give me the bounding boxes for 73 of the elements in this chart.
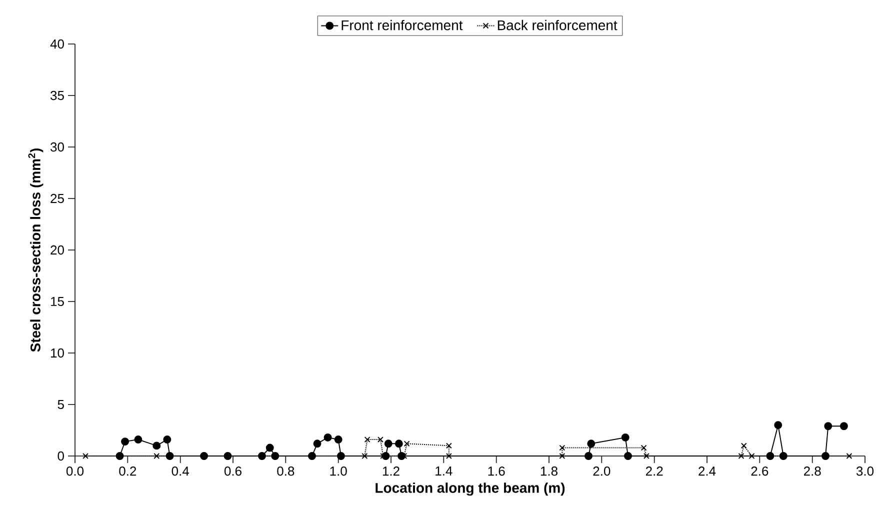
point (116, 452, 124, 460)
point (766, 452, 774, 460)
point (824, 422, 832, 430)
point (308, 452, 316, 460)
x-tick-label: 1.6 (488, 466, 505, 476)
point (738, 453, 744, 459)
y-axis-title: Steel cross-section loss (mm$^{2}$) (28, 148, 44, 352)
point (266, 444, 274, 452)
point (621, 433, 630, 442)
point (740, 442, 747, 449)
point (584, 452, 592, 460)
point (559, 444, 566, 451)
point (624, 452, 632, 460)
point (394, 440, 403, 448)
point (134, 436, 142, 444)
point (362, 453, 368, 459)
point (559, 453, 566, 459)
legend-label: Front reinforcement (342, 20, 463, 30)
x-tick-label: 3.0 (856, 466, 874, 476)
point (334, 436, 342, 444)
point (258, 452, 266, 460)
point (446, 442, 452, 449)
point (640, 444, 647, 451)
x-tick-label: 2.2 (646, 466, 663, 476)
y-tick-label: 35 (50, 90, 64, 100)
point (364, 436, 370, 442)
x-tick-label: 2.4 (698, 466, 716, 476)
y-tick-label: 25 (50, 194, 64, 204)
point (163, 436, 172, 444)
y-tick-label: 40 (50, 39, 64, 49)
x-tick-label: 2.8 (804, 466, 821, 476)
x-tick-label: 0.0 (66, 466, 84, 476)
point (840, 422, 848, 430)
point (313, 440, 322, 448)
x-tick-label: 1.0 (330, 466, 347, 476)
point (152, 442, 161, 450)
point (378, 436, 384, 442)
x-tick-label: 1.8 (540, 466, 558, 476)
point (846, 453, 852, 459)
point (336, 452, 345, 460)
y-tick-label: 30 (50, 142, 64, 152)
y-tick-label: 10 (51, 348, 64, 358)
y-tick-label: 0 (58, 451, 64, 461)
point (643, 453, 650, 459)
point (82, 453, 88, 459)
point (779, 452, 788, 460)
x-tick-label: 1.4 (436, 466, 452, 476)
x-tick-label: 0.6 (224, 466, 242, 476)
point (224, 452, 232, 460)
x-tick-label: 0.8 (277, 466, 294, 476)
point (587, 440, 596, 448)
y-tick-label: 15 (51, 296, 64, 306)
x-tick-label: 0.4 (172, 466, 189, 476)
y-tick-label: 20 (50, 245, 64, 255)
point (774, 421, 782, 430)
legend-label: Back reinforcement (498, 20, 618, 30)
point (121, 438, 130, 446)
x-tick-label: 0.2 (119, 466, 136, 476)
point (446, 453, 452, 459)
x-tick-label: 2.6 (751, 466, 768, 476)
point (748, 453, 755, 459)
point (154, 453, 160, 459)
point (384, 440, 392, 448)
point (271, 452, 280, 460)
y-tick-label: 5 (58, 400, 64, 410)
point (200, 452, 208, 460)
x-tick-label: 2.0 (593, 466, 610, 476)
x-axis-title: Location along the beam (m) (376, 482, 565, 496)
point (404, 440, 410, 447)
point (166, 452, 174, 460)
x-tick-label: 1.2 (382, 466, 400, 476)
point (822, 452, 830, 460)
point (324, 433, 332, 442)
